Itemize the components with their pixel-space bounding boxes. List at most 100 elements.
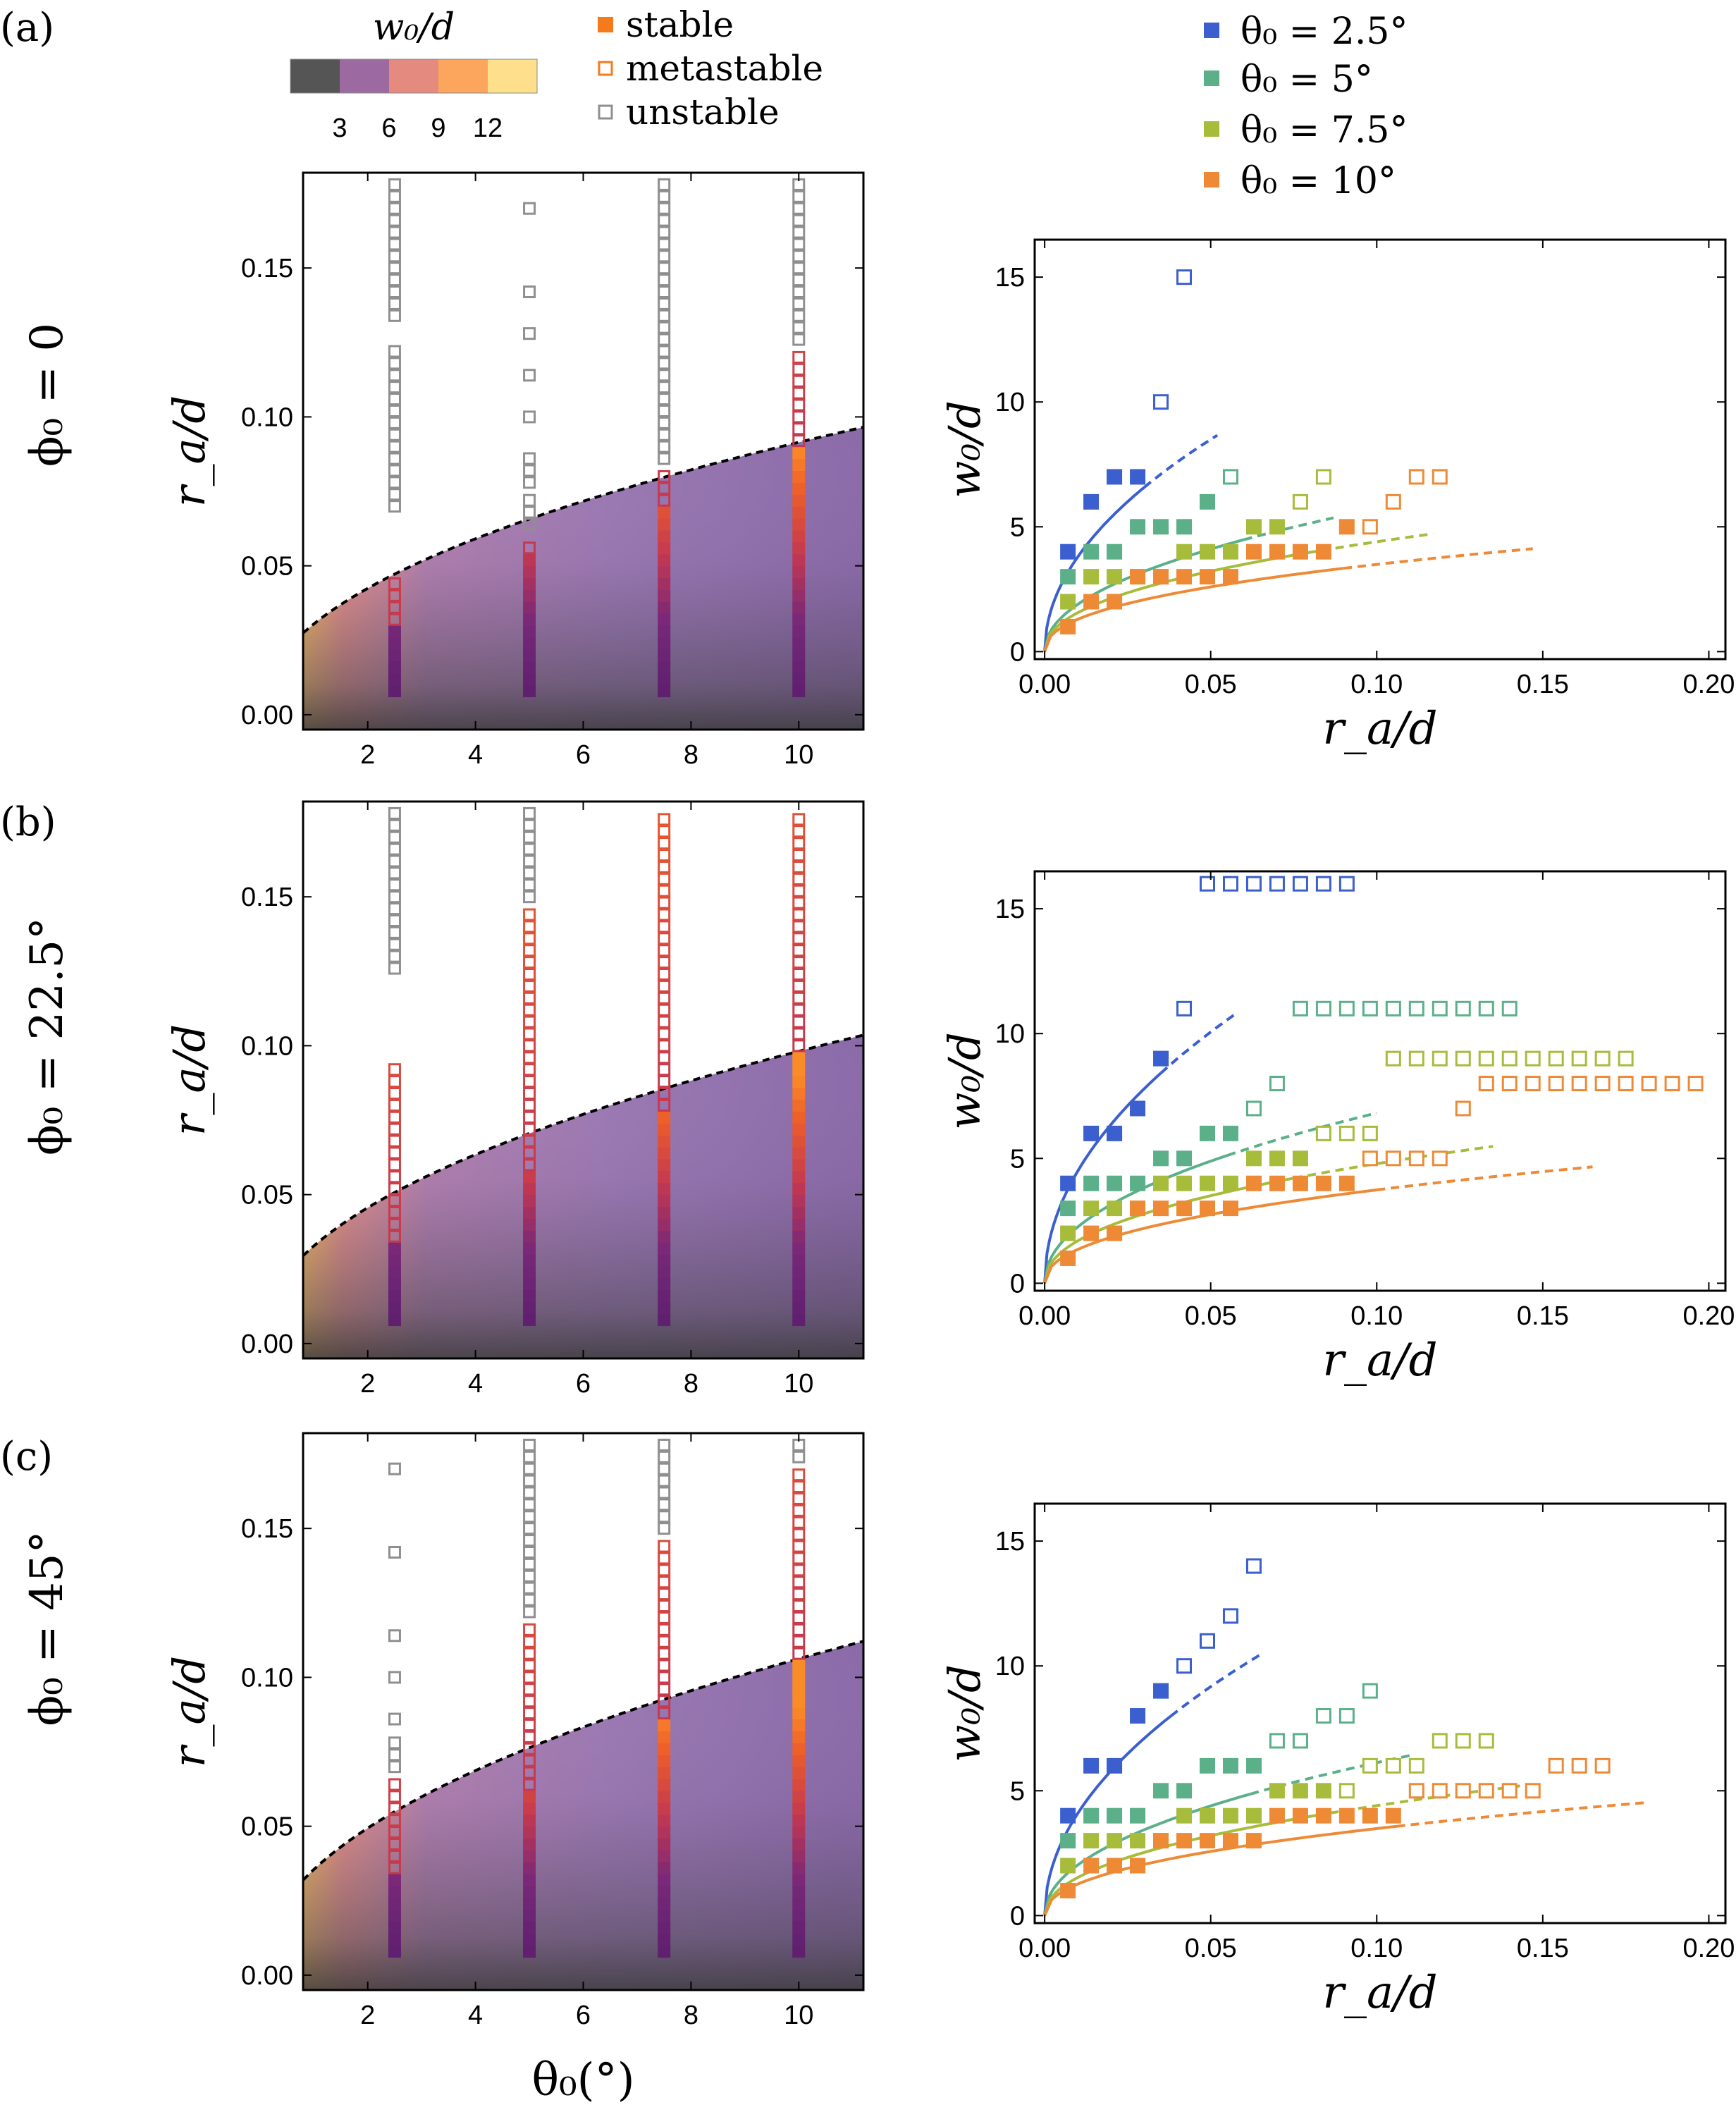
unstable-marker-theta-2-5 (388, 440, 401, 453)
stable-marker-theta-10 (792, 1229, 806, 1243)
metastable-point-series-1 (1501, 1000, 1518, 1017)
metastable-point-series-3 (1571, 1076, 1587, 1092)
stable-point-series-2 (1269, 1783, 1285, 1799)
metastable-marker-theta-5 (523, 1039, 536, 1052)
metastable-point-series-3 (1408, 1783, 1424, 1799)
metastable-marker-theta-2-5 (388, 1861, 401, 1874)
unstable-marker-theta-2-5 (388, 488, 401, 501)
metastable-marker-theta-5 (523, 991, 536, 1005)
stable-marker-theta-7-5 (658, 1719, 671, 1732)
metastable-marker-theta-5 (523, 1134, 536, 1148)
unstable-marker-theta-2-5 (388, 428, 401, 441)
x-tick-label: 0.10 (1350, 1934, 1403, 1963)
stable-marker-theta-10 (792, 1194, 806, 1208)
metastable-marker-theta-10 (792, 1528, 806, 1541)
stable-point-series-3 (1245, 1833, 1262, 1849)
stable-point-series-0 (1107, 1125, 1123, 1141)
unstable-marker-theta-5 (523, 866, 536, 880)
stable-marker-theta-10 (792, 1837, 806, 1850)
stable-point-series-3 (1083, 1858, 1100, 1874)
theta-legend-label-7-5: θ₀ = 7.5° (1241, 109, 1408, 152)
metastable-marker-theta-2-5 (388, 1802, 401, 1815)
metastable-point-series-3 (1618, 1076, 1634, 1092)
stable-marker-theta-10 (792, 1087, 806, 1100)
metastable-point-series-2 (1292, 493, 1308, 510)
metastable-marker-theta-10 (792, 1611, 806, 1624)
stable-marker-theta-2-5 (388, 637, 401, 650)
metastable-marker-theta-7-5 (658, 872, 671, 885)
stable-marker-theta-5 (523, 1849, 536, 1862)
stable-marker-theta-2-5 (388, 1253, 401, 1267)
metastable-marker-theta-7-5 (658, 1635, 671, 1648)
metastable-point-series-1 (1478, 1000, 1494, 1017)
stable-point-series-3 (1060, 618, 1076, 634)
stable-marker-theta-10 (792, 1790, 806, 1803)
unstable-marker-theta-5 (523, 1462, 536, 1475)
stable-marker-theta-7-5 (658, 541, 671, 555)
y-tick-label: 0.10 (241, 1031, 293, 1061)
metastable-marker-theta-5 (523, 1635, 536, 1648)
metastable-marker-theta-2-5 (388, 1158, 401, 1172)
stable-marker-theta-10 (792, 1671, 806, 1684)
stable-point-series-1 (1176, 519, 1193, 535)
stable-marker-theta-5 (523, 1265, 536, 1279)
metastable-marker-theta-10 (792, 884, 806, 897)
stable-marker-theta-7-5 (658, 1754, 671, 1767)
metastable-marker-theta-10 (792, 837, 806, 850)
unstable-marker-theta-2-5 (388, 274, 401, 287)
stable-point-series-3 (1153, 1201, 1169, 1217)
metastable-marker-theta-7-5 (658, 1671, 671, 1684)
metastable-point-series-3 (1501, 1076, 1518, 1092)
unstable-marker-theta-2-5 (388, 1545, 401, 1559)
metastable-marker-theta-7-5 (658, 1039, 671, 1052)
metastable-marker-theta-2-5 (388, 601, 401, 614)
stable-point-series-2 (1153, 1175, 1169, 1191)
metastable-marker-theta-2-5 (388, 1146, 401, 1160)
stable-point-series-3 (1222, 1833, 1238, 1849)
stable-point-series-2 (1060, 1225, 1076, 1241)
unstable-marker-theta-2-5 (388, 842, 401, 856)
metastable-point-series-2 (1362, 1757, 1378, 1774)
metastable-marker-theta-10 (792, 398, 806, 412)
stable-marker-theta-5 (523, 649, 536, 662)
legend-label-metastable: metastable (626, 48, 823, 89)
unstable-marker-theta-7-5 (658, 393, 671, 406)
row-label-b: ϕ₀ = 22.5° (21, 917, 73, 1155)
unstable-marker-theta-2-5 (388, 1629, 401, 1643)
y-tick-label: 0 (1010, 637, 1025, 667)
metastable-marker-theta-5 (523, 1695, 536, 1708)
metastable-marker-theta-7-5 (658, 1647, 671, 1660)
metastable-point-series-0 (1153, 394, 1169, 410)
stable-marker-theta-10 (792, 1301, 806, 1315)
stable-point-series-3 (1269, 544, 1285, 560)
y-axis-label: w₀/d (939, 1664, 990, 1762)
stable-marker-theta-5 (523, 1313, 536, 1327)
unstable-marker-theta-7-5 (658, 1498, 671, 1511)
metastable-point-series-2 (1315, 1125, 1331, 1141)
colorbar-legend: w₀/d 3 6 9 12 (290, 6, 538, 143)
metastable-marker-theta-7-5 (658, 920, 671, 933)
stable-marker-theta-10 (792, 493, 806, 507)
stable-point-series-1 (1107, 544, 1123, 560)
unstable-marker-theta-2-5 (388, 250, 401, 263)
metastable-marker-theta-5 (523, 1730, 536, 1743)
metastable-point-series-3 (1455, 1100, 1471, 1117)
stable-point-series-3 (1222, 569, 1238, 585)
phase-diagram-c: 2 4 6 8 10 0.00 0.05 0.10 0.15 r_a/d θ₀(°) (164, 1432, 865, 2106)
metastable-point-series-2 (1455, 1050, 1471, 1067)
x-tick-label: 6 (576, 740, 591, 770)
metastable-point-series-3 (1432, 1783, 1448, 1799)
unstable-marker-theta-10 (792, 285, 806, 298)
theta-legend-marker-2-5 (1204, 23, 1219, 38)
stable-marker-theta-10 (792, 1873, 806, 1886)
unstable-marker-theta-2-5 (388, 1760, 401, 1774)
stable-marker-theta-7-5 (658, 577, 671, 590)
metastable-marker-theta-7-5 (658, 1588, 671, 1601)
stable-marker-theta-10 (792, 1945, 806, 1958)
metastable-marker-theta-7-5 (658, 1600, 671, 1613)
unstable-marker-theta-2-5 (388, 500, 401, 513)
metastable-point-series-3 (1548, 1076, 1564, 1092)
y-tick-label: 0.10 (241, 403, 293, 432)
metastable-marker-theta-2-5 (388, 613, 401, 626)
stable-marker-theta-10 (792, 553, 806, 567)
